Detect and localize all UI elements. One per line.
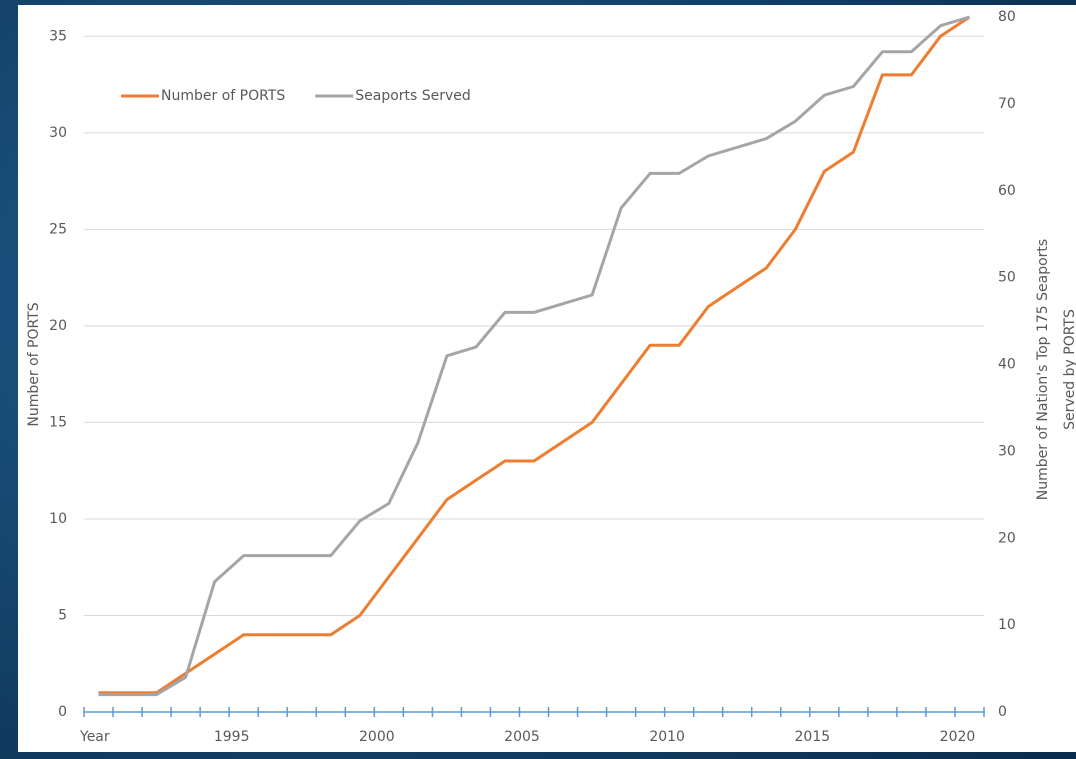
- y2-tick-label: 10: [998, 617, 1016, 633]
- y2-tick-label: 20: [998, 530, 1016, 546]
- series-line: [98, 15, 971, 695]
- y-tick-label: 25: [49, 221, 67, 237]
- y-tick-label: 20: [49, 318, 67, 334]
- x-tick-label: 1995: [214, 729, 250, 745]
- y-tick-label: 35: [49, 28, 67, 44]
- y2-tick-label: 0: [998, 704, 1007, 720]
- legend-label: Seaports Served: [355, 88, 471, 104]
- y-tick-label: 10: [49, 511, 67, 527]
- y-tick-label: 5: [58, 607, 67, 623]
- y-tick-label: 0: [58, 704, 67, 720]
- x-tick-label: 2000: [359, 729, 395, 745]
- y2-tick-label: 30: [998, 443, 1016, 459]
- y-axis-title: Number of PORTS: [26, 302, 42, 426]
- y2-axis-title: Number of Nation's Top 175 Seaports: [1035, 239, 1051, 500]
- x-tick-label: 2005: [504, 729, 540, 745]
- chart-panel: [18, 5, 1076, 752]
- y2-axis-title: Served by PORTS: [1062, 309, 1076, 430]
- x-tick-label: Year: [79, 729, 110, 745]
- y2-tick-label: 50: [998, 270, 1016, 286]
- y2-tick-label: 70: [998, 96, 1016, 112]
- x-tick-label: 2020: [940, 729, 976, 745]
- series-line: [98, 15, 970, 697]
- y2-tick-label: 80: [998, 9, 1016, 25]
- x-tick-label: 2010: [649, 729, 685, 745]
- x-tick-label: 2015: [795, 729, 831, 745]
- y2-tick-label: 40: [998, 357, 1016, 373]
- y2-tick-label: 60: [998, 183, 1016, 199]
- legend-label: Number of PORTS: [161, 88, 285, 104]
- y-tick-label: 15: [49, 414, 67, 430]
- y-tick-label: 30: [49, 125, 67, 141]
